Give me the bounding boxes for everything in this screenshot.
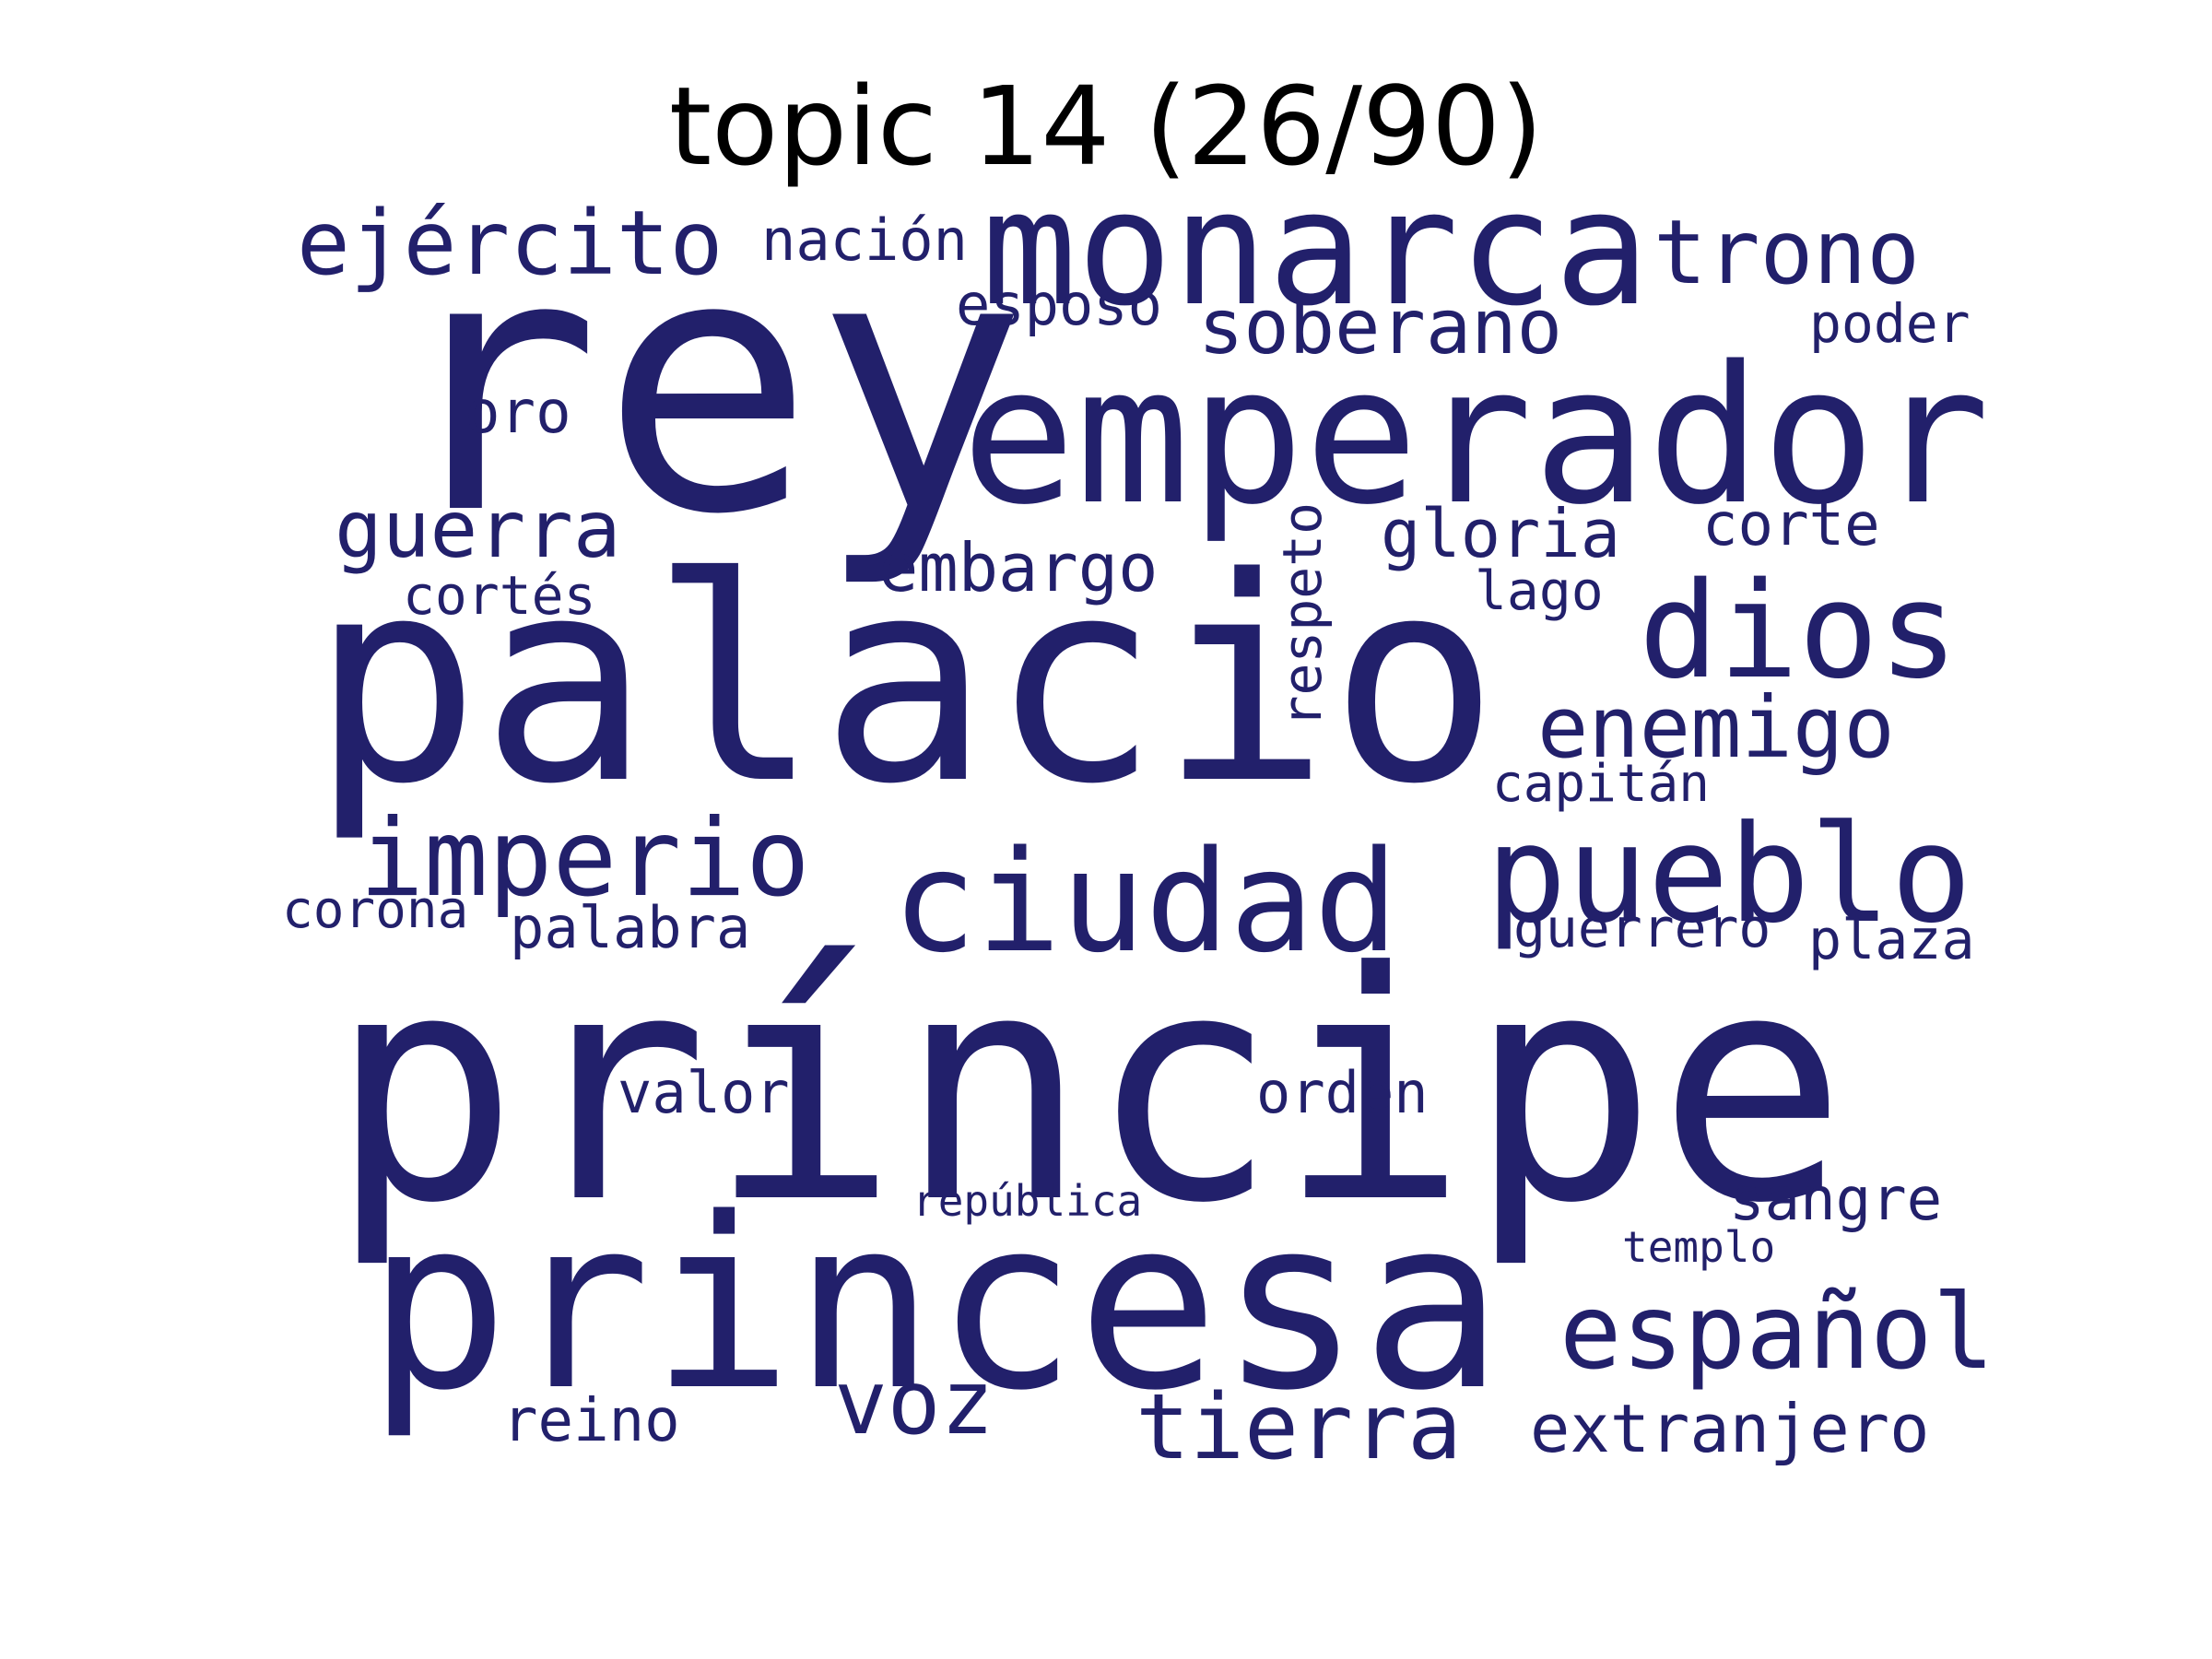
word-orden: orden	[1256, 1059, 1429, 1126]
word-nacion: nación	[761, 206, 968, 274]
word-tierra: tierra	[1135, 1375, 1463, 1480]
word-esposo: esposo	[956, 271, 1162, 338]
word-enemigo: enemigo	[1537, 678, 1895, 777]
word-corte: corte	[1702, 491, 1880, 559]
word-republica: república	[912, 1176, 1143, 1226]
figure-title: topic 14 (26/90)	[668, 63, 1544, 190]
word-guerrero: guerrero	[1513, 897, 1771, 959]
word-imperio: imperio	[359, 796, 810, 921]
word-corona: corona	[282, 880, 469, 940]
word-extranjero: extranjero	[1530, 1390, 1930, 1467]
word-ejercito: ejército	[297, 192, 724, 295]
word-soberano: soberano	[1198, 284, 1562, 371]
word-dios: dios	[1639, 553, 1959, 708]
word-cortes: cortés	[403, 564, 596, 627]
word-palabra: palabra	[510, 894, 751, 961]
word-poder: poder	[1809, 292, 1971, 355]
word-trono: trono	[1653, 201, 1920, 304]
word-espanol: español	[1559, 1273, 1995, 1393]
word-valor: valor	[618, 1059, 790, 1126]
word-principe: príncipe	[329, 905, 1848, 1272]
word-palacio: palacio	[311, 518, 1500, 846]
word-voz: voz	[834, 1351, 994, 1454]
word-sangre: sangre	[1729, 1166, 1943, 1234]
word-pueblo: pueblo	[1486, 796, 1972, 953]
word-reino: reino	[502, 1387, 680, 1455]
word-princesa: princesa	[367, 1168, 1503, 1442]
word-rey: rey	[387, 179, 1029, 592]
word-capitan: capitán	[1492, 754, 1711, 814]
word-respeto: respeto	[1271, 502, 1334, 728]
word-embargo: embargo	[878, 529, 1159, 606]
word-emperador: emperador	[961, 325, 1991, 547]
word-ciudad: ciudad	[892, 820, 1399, 983]
word-oro: oro	[465, 379, 571, 447]
word-monarca: monarca	[982, 156, 1650, 341]
word-gloria: gloria	[1381, 495, 1621, 572]
word-guerra: guerra	[335, 484, 621, 576]
word-lago: lago	[1475, 559, 1604, 622]
word-templo: templo	[1622, 1222, 1776, 1272]
word-plaza: plaza	[1808, 908, 1975, 972]
